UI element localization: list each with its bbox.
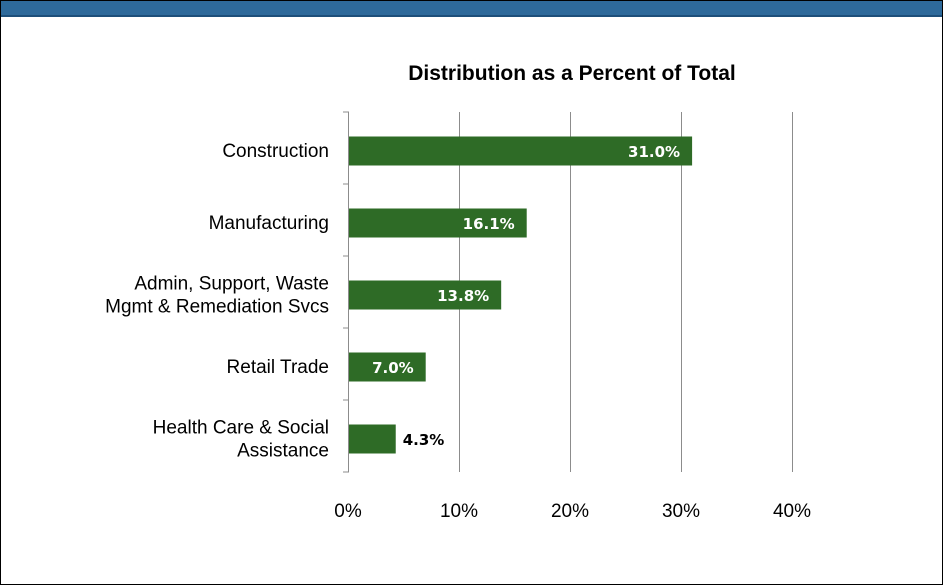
bar [349, 424, 396, 454]
bar [349, 280, 502, 310]
header-band-rule [1, 15, 942, 17]
bar [349, 352, 426, 382]
bar [349, 208, 527, 238]
gridlines [459, 112, 793, 472]
category-label: Health Care & Social Assistance [153, 418, 329, 462]
category-axis [343, 111, 349, 473]
bars: 31.0% 16.1% 13.8% 7.0% 4.3% [349, 136, 693, 454]
x-tick-label: 10% [440, 501, 478, 522]
data-label: 31.0% [628, 143, 680, 161]
category-label-line: Admin, Support, Waste [134, 274, 329, 295]
category-label-line: Assistance [237, 441, 329, 462]
category-labels: Construction Manufacturing Admin, Support,… [105, 141, 329, 462]
category-label: Construction [222, 141, 329, 162]
x-tick-labels: 0% 10% 20% 30% 40% [334, 501, 811, 522]
category-label: Manufacturing [209, 213, 329, 234]
bar [349, 136, 693, 166]
x-tick-label: 0% [334, 501, 362, 522]
chart-title: Distribution as a Percent of Total [408, 62, 736, 85]
category-label: Retail Trade [227, 357, 329, 378]
data-label: 4.3% [403, 431, 445, 449]
category-label-line: Construction [222, 141, 329, 162]
data-label: 7.0% [372, 359, 414, 377]
x-tick-label: 20% [551, 501, 589, 522]
header-band [1, 1, 942, 15]
category-label-line: Mgmt & Remediation Svcs [105, 297, 329, 318]
x-tick-label: 40% [773, 501, 811, 522]
category-label-line: Retail Trade [227, 357, 329, 378]
data-label: 16.1% [463, 215, 515, 233]
x-tick-label: 30% [662, 501, 700, 522]
category-label-line: Manufacturing [209, 213, 329, 234]
category-label-line: Health Care & Social [153, 418, 329, 439]
data-label: 13.8% [437, 287, 489, 305]
category-label: Admin, Support, Waste Mgmt & Remediation … [105, 274, 329, 318]
